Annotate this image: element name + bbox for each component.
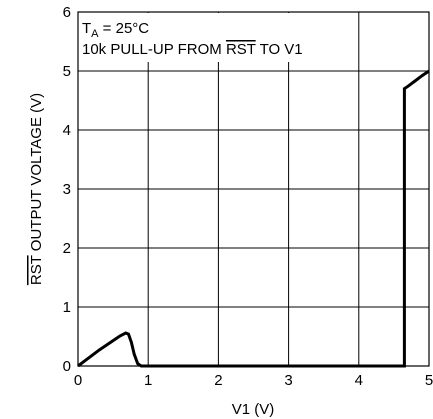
pullup-prefix: 10k PULL-UP FROM [82, 41, 226, 58]
x-tick-label: 5 [425, 372, 433, 389]
pullup-rst: RST [226, 41, 256, 58]
grid [78, 12, 429, 366]
y-axis-label-rst: RST [28, 255, 45, 285]
pullup-suffix: TO V1 [256, 41, 303, 58]
annotation-pullup: 10k PULL-UP FROM RST TO V1 [82, 41, 303, 58]
x-tick-label: 0 [74, 372, 82, 389]
y-axis-label-rest: OUTPUT VOLTAGE (V) [28, 93, 45, 256]
annotation-background [79, 13, 334, 62]
temp-symbol: T [82, 20, 91, 37]
x-axis-label: V1 (V) [232, 401, 275, 418]
y-tick-label: 5 [63, 63, 71, 80]
y-tick-label: 2 [63, 240, 71, 257]
y-tick-label: 4 [63, 122, 71, 139]
y-tick-label: 0 [63, 358, 71, 375]
y-tick-label: 6 [63, 4, 71, 21]
temp-subscript: A [91, 28, 99, 40]
temp-value: = 25°C [99, 20, 150, 37]
y-tick-labels: 0 1 2 3 4 5 6 [63, 4, 71, 375]
x-tick-label: 1 [144, 372, 152, 389]
y-tick-label: 3 [63, 181, 71, 198]
x-tick-label: 4 [355, 372, 363, 389]
series-line [77, 69, 430, 368]
x-tick-label: 2 [214, 372, 222, 389]
annotation-temperature: TA = 25°C [82, 20, 149, 40]
y-axis-label: RST OUTPUT VOLTAGE (V) [28, 93, 45, 285]
x-tick-labels: 0 1 2 3 4 5 [74, 372, 433, 389]
y-tick-label: 1 [63, 299, 71, 316]
x-tick-label: 3 [284, 372, 292, 389]
